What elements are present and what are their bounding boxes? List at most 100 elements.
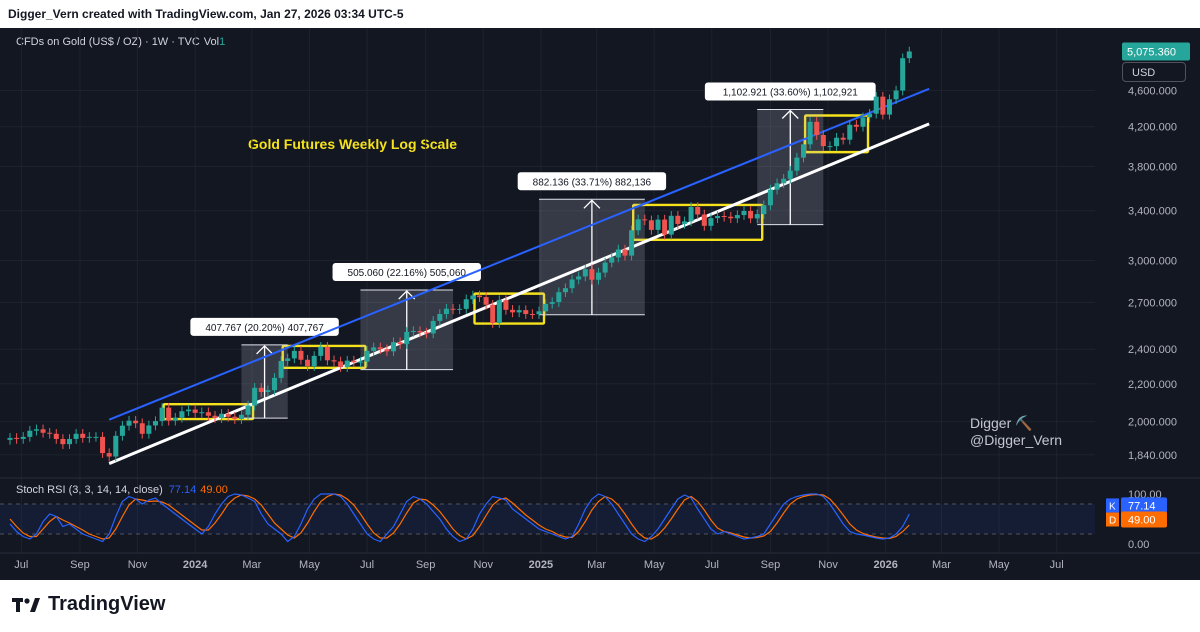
chart-pane[interactable]: CFDs on Gold (US$ / OZ) · 1W · TVC Vol1 G… [0,28,1200,580]
stoch-k-key-label: K [1109,501,1116,512]
candle-body [357,361,363,363]
candle-body [609,257,615,263]
candle-body [457,308,463,310]
time-tick-label: 2025 [529,559,553,571]
measure-label-bg [704,82,876,101]
candle-body [529,314,535,316]
candle-body [377,347,383,350]
candle-body [602,262,608,273]
tradingview-wordmark: TradingView [48,593,166,615]
candle-body [172,417,178,421]
candle-body [595,272,602,280]
candle-body [767,189,773,206]
candle-body [205,412,211,416]
currency-button[interactable]: USD [1122,62,1186,82]
candle-body [47,432,53,434]
candle-body [893,90,899,100]
time-tick-label: Sep [761,559,781,571]
candle-body [212,415,218,419]
stoch-d-key-label: D [1109,516,1116,527]
candle-body [701,214,707,226]
candle-body [40,429,46,433]
price-tick-label: 2,700.000 [1128,297,1177,309]
candle-body [476,295,482,298]
candle-body [318,346,324,356]
candle-body [66,438,73,445]
candle-body [60,438,66,445]
stoch-k-line [9,493,910,543]
stoch-k-key [1106,498,1119,513]
candle-body [33,429,39,431]
candle-body [867,113,873,118]
candle-body [285,358,291,361]
candle-body [219,413,225,419]
candle-body [715,216,721,219]
price-tick-label: 1,840.000 [1128,450,1177,462]
time-tick-label: Jul [1050,559,1064,571]
candle-body [814,121,820,136]
measure-arrowhead [256,344,274,355]
last-price-badge [1122,42,1190,61]
candle-body [589,269,595,280]
candle-body [450,308,456,310]
measure-label: 505.060 (22.16%) 505,060 [348,268,467,279]
trendline-upper [108,87,930,421]
candle-body [338,361,344,368]
price-tick-label: 3,000.000 [1128,255,1177,267]
candle-body [106,453,112,457]
candle-body [192,409,198,413]
measure-label: 1,102.921 (33.60%) 1,102,921 [723,87,859,98]
candle-body [549,302,555,304]
measure-label: 407.767 (20.20%) 407,767 [205,323,324,334]
candle-body [523,310,529,315]
candle-body [126,420,132,426]
candle-body [119,425,125,436]
candle-body [721,216,727,218]
candle-body [629,230,635,256]
candle-body [655,219,661,230]
watermark-name: Digger ⛏️ [970,415,1033,432]
candle-body [53,433,59,439]
candle-body [787,170,793,179]
candle-body [688,206,694,222]
candle-body [562,288,568,293]
candle-body [324,346,330,361]
time-tick-label: Nov [128,559,148,571]
time-tick-label: Jul [14,559,28,571]
candle-body [298,350,304,360]
candle-body [827,146,833,148]
candle-body [252,387,258,406]
candle-body [179,411,185,418]
attribution-text: Digger_Vern created with TradingView.com… [8,7,404,21]
candle-body [27,430,33,437]
candle-body [800,144,807,158]
price-tick-label: 3,800.000 [1128,162,1177,174]
time-tick-label: Nov [818,559,838,571]
measure-arrowhead [398,290,416,300]
stoch-k-value-badge [1121,497,1167,514]
price-tick-label: 4,200.000 [1128,122,1177,134]
candle-body [906,51,912,59]
price-tick-label: 2,400.000 [1128,344,1177,356]
measure-label-bg [190,317,339,336]
candle-body [569,279,575,289]
tradingview-logo[interactable]: TradingView [12,593,165,616]
candle-body [834,137,840,147]
candle-body [675,215,681,224]
candle-body [516,310,522,313]
symbol-legend: CFDs on Gold (US$ / OZ) · 1W · TVC Vol1 [16,36,225,48]
candle-body [483,297,489,305]
candle-body [820,135,826,147]
candle-body [159,407,165,422]
candle-body [271,377,278,391]
stoch-title: Stoch RSI (3, 3, 14, 14, close) 77.14 49.0… [16,484,228,496]
footer: TradingView [0,580,1200,632]
candle-body [166,407,172,421]
candle-body [80,433,86,438]
chart-canvas[interactable]: CFDs on Gold (US$ / OZ) · 1W · TVC Vol1 G… [0,28,1200,580]
candle-body [404,331,410,345]
candle-body [582,269,588,277]
candle-body [741,210,747,216]
candle-body [635,219,641,231]
candle-body [781,178,787,184]
